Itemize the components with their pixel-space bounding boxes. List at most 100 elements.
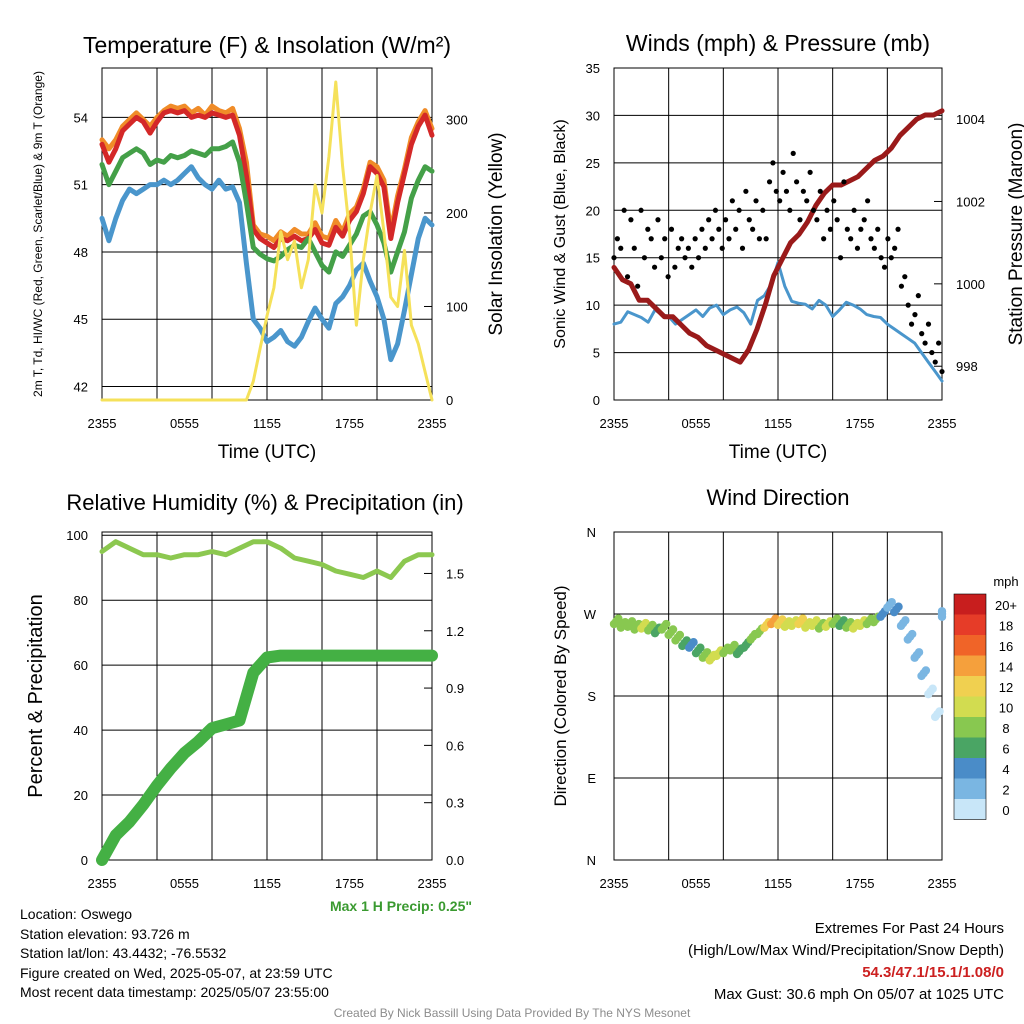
direction-point [703,648,712,657]
gust-point [695,255,702,261]
gust-point [881,264,888,270]
gust-point [658,255,664,261]
colorbar-swatch [954,758,986,779]
gust-point [662,236,668,242]
gust-point [868,236,874,242]
colorbar-label: 10 [999,701,1013,716]
x-tick-label: 1755 [335,876,364,891]
y-tick-label: N [587,525,596,540]
gust-point [631,245,637,251]
gust-point [706,217,712,223]
gust-point [763,236,769,242]
gust-point [925,321,932,327]
gust-point [939,368,945,375]
direction-point [675,630,685,640]
direction-point [914,648,924,657]
gust-point [777,198,783,204]
gust-point [797,217,803,223]
gust-point [834,217,840,223]
gust-point [790,150,796,156]
temp-series-line-3 [99,164,435,363]
gust-point [766,179,773,185]
chart-title: Relative Humidity (%) & Precipitation (i… [66,490,463,515]
created-text: Figure created on Wed, 2025-05-07, at 23… [20,964,333,981]
y-tick-label: 10 [586,298,600,313]
gust-point [919,331,925,337]
gust-point [888,255,894,261]
gust-point [638,207,644,213]
y2-tick-label: 1004 [956,112,985,127]
y-tick-label: N [587,853,596,868]
y-tick-label: 25 [586,156,600,171]
colorbar-swatch [954,696,986,717]
gust-point [689,264,695,270]
x-tick-label: 1755 [335,416,364,431]
gust-point [699,226,705,232]
y-tick-label: 54 [74,110,88,125]
y-axis-label: Sonic Wind & Gust (Blue, Black) [552,119,569,348]
y-tick-label: 0 [593,393,600,408]
temp-series-line-0 [99,103,435,244]
gust-point [739,245,746,251]
gust-point [908,321,915,327]
y-tick-label: 40 [74,723,88,738]
temp-series-line-2 [99,139,435,275]
direction-point [614,614,623,623]
colorbar-swatch [954,676,986,697]
precip-line [96,649,438,866]
direction-point [798,614,808,623]
y-tick-label: 20 [586,203,600,218]
y2-axis-label: Solar Insolation (Yellow) [486,132,507,335]
gust-point [800,188,806,194]
gust-point [746,217,752,223]
gust-point [922,340,928,346]
x-tick-label: 2355 [88,416,117,431]
x-tick-label: 2355 [928,876,957,891]
chart-title: Temperature (F) & Insolation (W/m²) [83,32,451,58]
gust-point [672,264,678,270]
location-text: Location: Oswego [20,906,133,922]
x-tick-label: 0555 [170,416,199,431]
colorbar-label: 16 [999,639,1013,654]
gust-point [824,207,830,213]
colorbar-label: 12 [999,680,1013,695]
gust-point [719,245,725,251]
gust-point [902,274,908,280]
credit-text: Created By Nick Bassill Using Data Provi… [333,1006,691,1020]
direction-point [887,597,896,607]
x-tick-label: 1155 [253,876,281,891]
y2-tick-label: 1.2 [446,624,464,639]
gust-point [844,226,850,232]
y2-tick-label: 0.0 [446,853,464,868]
colorbar-swatch [954,778,986,799]
gust-point [871,245,877,251]
x-tick-label: 2355 [418,416,447,431]
direction-point [730,640,739,650]
gust-point [878,255,884,261]
y2-tick-label: 1000 [956,277,985,292]
gust-point [793,179,800,185]
direction-point [921,666,931,675]
extremes-title: Extremes For Past 24 Hours [814,920,1004,937]
gust-point [685,245,691,251]
y-tick-label: S [587,689,596,704]
gust-point [729,198,735,204]
x-tick-label: 1155 [764,416,792,431]
gust-point [624,274,631,280]
colorbar-swatch [954,737,986,758]
gust-point [773,188,779,194]
y2-tick-label: 300 [446,112,468,127]
x-tick-label: 0555 [170,876,199,891]
colorbar-swatch [954,717,986,738]
y-tick-label: 60 [74,658,88,673]
y2-tick-label: 1002 [956,194,985,209]
gust-point [831,198,837,204]
gust-point [770,160,776,166]
colorbar-swatch [954,594,986,615]
gust-point [702,245,708,251]
gust-point [722,217,729,223]
y-tick-label: W [584,607,597,622]
gust-point [726,236,732,242]
gust-point [682,255,688,261]
y-tick-label: E [587,771,596,786]
